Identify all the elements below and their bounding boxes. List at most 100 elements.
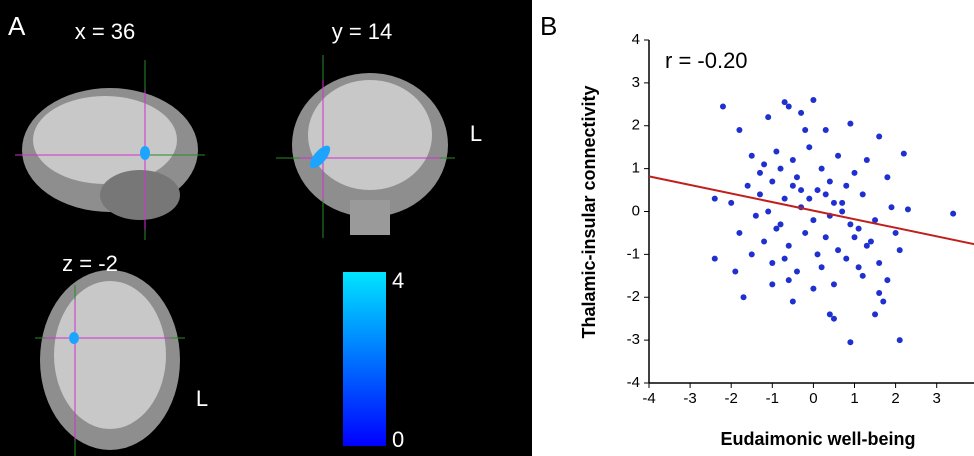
- y-tick-label: 0: [632, 202, 640, 219]
- point: [847, 339, 853, 345]
- point: [786, 243, 792, 249]
- x-tick-label: 1: [850, 390, 858, 407]
- point: [876, 260, 882, 266]
- x-axis-label: Eudaimonic well-being: [720, 429, 915, 449]
- point: [823, 127, 829, 133]
- y-tick-label: -1: [627, 245, 640, 262]
- point: [802, 230, 808, 236]
- point: [884, 174, 890, 180]
- point: [712, 256, 718, 262]
- point: [810, 97, 816, 103]
- point: [802, 127, 808, 133]
- colorbar-max: 4: [392, 268, 404, 293]
- point: [782, 256, 788, 262]
- point: [852, 170, 858, 176]
- point: [905, 206, 911, 212]
- point: [732, 269, 738, 275]
- point: [741, 294, 747, 300]
- point: [778, 166, 784, 172]
- point: [831, 200, 837, 206]
- y-axis-label: Thalamic-insular connectivity: [579, 85, 599, 338]
- point: [847, 221, 853, 227]
- point: [773, 226, 779, 232]
- point: [860, 273, 866, 279]
- point: [819, 264, 825, 270]
- point: [769, 178, 775, 184]
- point: [806, 144, 812, 150]
- point: [852, 234, 858, 240]
- point: [901, 151, 907, 157]
- point: [757, 170, 763, 176]
- y-tick-label: -3: [627, 331, 640, 348]
- point: [765, 209, 771, 215]
- point: [728, 200, 734, 206]
- point: [712, 196, 718, 202]
- x-tick-label: 3: [933, 390, 941, 407]
- point: [856, 226, 862, 232]
- point: [950, 211, 956, 217]
- point: [794, 269, 800, 275]
- point: [843, 183, 849, 189]
- point: [798, 187, 804, 193]
- point: [790, 157, 796, 163]
- colorbar: [343, 272, 386, 446]
- point: [786, 103, 792, 109]
- x-tick-label: 0: [809, 390, 817, 407]
- y-tick-label: 2: [632, 117, 640, 134]
- point: [856, 264, 862, 270]
- point: [745, 183, 751, 189]
- annotation: r = -0.20: [665, 48, 748, 73]
- slice-label: z = -2: [62, 251, 118, 276]
- point: [823, 191, 829, 197]
- point: [757, 191, 763, 197]
- point: [810, 286, 816, 292]
- point: [782, 196, 788, 202]
- point: [810, 217, 816, 223]
- point: [720, 103, 726, 109]
- point: [872, 311, 878, 317]
- point: [876, 290, 882, 296]
- point: [843, 256, 849, 262]
- page: {"panel_a": {"label": "A", "sagittal": "…: [0, 0, 974, 456]
- point: [736, 127, 742, 133]
- point: [765, 114, 771, 120]
- point: [897, 247, 903, 253]
- y-tick-label: 3: [632, 74, 640, 91]
- point: [749, 153, 755, 159]
- panel-label: A: [8, 11, 26, 41]
- panel-label: B: [540, 11, 557, 41]
- point: [761, 161, 767, 167]
- point: [761, 239, 767, 245]
- trend-line: [649, 176, 974, 245]
- x-tick-label: -4: [642, 390, 655, 407]
- figure: A x = 36 y = 14 z = -2 L L 4 0 B r = -0.…: [0, 0, 974, 456]
- point: [880, 299, 886, 305]
- point: [790, 299, 796, 305]
- side-label: L: [196, 386, 208, 411]
- y-tick-label: 1: [632, 160, 640, 177]
- colorbar-min: 0: [392, 427, 404, 452]
- point: [798, 110, 804, 116]
- slice-label: y = 14: [332, 19, 393, 44]
- point: [773, 148, 779, 154]
- x-tick-label: -1: [766, 390, 779, 407]
- point: [827, 311, 833, 317]
- point: [794, 174, 800, 180]
- y-tick-label: 4: [632, 31, 640, 48]
- point: [864, 157, 870, 163]
- point: [847, 121, 853, 127]
- point: [806, 196, 812, 202]
- point: [753, 213, 759, 219]
- point: [888, 204, 894, 210]
- point: [827, 178, 833, 184]
- point: [736, 230, 742, 236]
- point: [769, 281, 775, 287]
- x-tick-label: -3: [683, 390, 696, 407]
- point: [815, 187, 821, 193]
- point: [790, 183, 796, 189]
- plot: -4-3-2-101234-4-3-2-10123: [627, 31, 974, 407]
- point: [835, 153, 841, 159]
- point: [749, 251, 755, 257]
- x-tick-label: 2: [891, 390, 899, 407]
- point: [839, 200, 845, 206]
